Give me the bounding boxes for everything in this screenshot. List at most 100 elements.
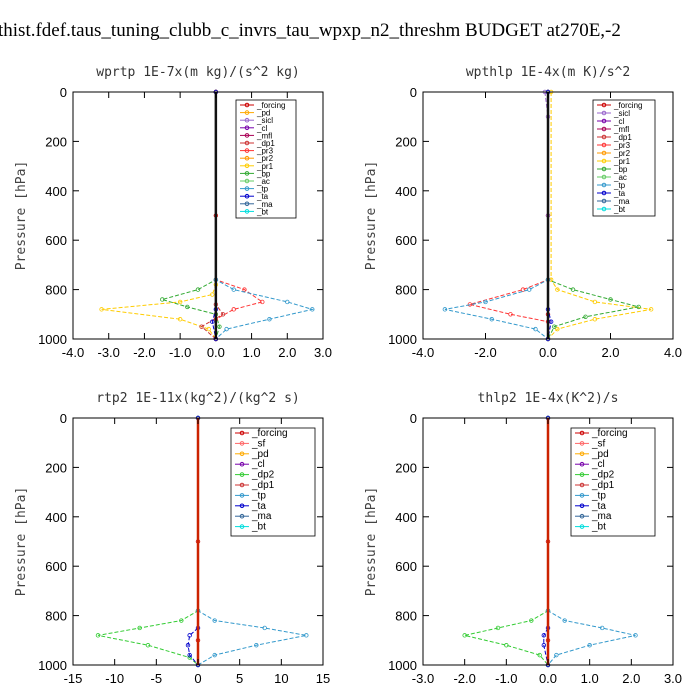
legend-label: _dp1 xyxy=(613,133,632,142)
x-tick-label: 1.0 xyxy=(581,671,599,686)
data-point xyxy=(260,299,265,305)
data-point xyxy=(99,307,104,312)
data-point xyxy=(541,633,547,638)
y-tick-label: 400 xyxy=(395,510,417,525)
legend-label: _bp xyxy=(613,165,628,174)
legend-label: _sf xyxy=(251,438,266,449)
y-axis-label: Pressure [hPa] xyxy=(14,161,29,271)
data-point xyxy=(304,633,309,638)
legend-box xyxy=(230,427,316,537)
y-tick-label: 800 xyxy=(395,283,417,298)
x-tick-label: 15 xyxy=(316,671,330,686)
y-axis-label: Pressure [hPa] xyxy=(14,487,29,597)
y-tick-label: 600 xyxy=(395,559,417,574)
y-tick-label: 800 xyxy=(45,609,67,624)
legend-marker xyxy=(244,186,250,191)
legend-marker xyxy=(579,430,585,436)
data-point xyxy=(608,297,613,302)
x-tick-label: -3.0 xyxy=(98,345,120,360)
x-tick-label: -1.0 xyxy=(169,345,191,360)
data-point xyxy=(636,304,641,310)
legend-marker xyxy=(239,461,245,467)
panel-title: wprtp 1E-7x(m kg)/(s^2 kg) xyxy=(96,65,300,80)
series-line xyxy=(97,418,199,666)
legend-label: _dp1 xyxy=(251,480,275,491)
data-point xyxy=(483,299,488,305)
data-point xyxy=(489,317,494,322)
x-tick-label: 4.0 xyxy=(664,345,682,360)
legend-label: _dp1 xyxy=(256,139,275,148)
data-point xyxy=(231,287,236,292)
y-tick-label: 0 xyxy=(410,85,417,100)
data-point xyxy=(310,307,315,312)
legend-label: _ma xyxy=(251,511,272,522)
legend-marker xyxy=(579,472,585,477)
x-tick-label: 3.0 xyxy=(314,345,332,360)
data-point xyxy=(242,287,247,292)
legend-marker xyxy=(601,158,607,164)
legend-label: _bt xyxy=(591,522,606,533)
x-tick-label: 3.0 xyxy=(664,671,682,686)
panel-title: rtp2 1E-11x(kg^2)/(kg^2 s) xyxy=(96,391,300,406)
legend-label: _tp xyxy=(256,185,269,194)
data-point xyxy=(495,625,501,631)
y-tick-label: 600 xyxy=(45,559,67,574)
data-point xyxy=(187,652,192,658)
series-line xyxy=(464,418,549,666)
legend-marker xyxy=(244,125,250,131)
x-tick-label: 2.0 xyxy=(622,671,640,686)
legend-label: _dp1 xyxy=(591,480,615,491)
legend-label: _tp xyxy=(613,181,626,190)
legend-marker xyxy=(239,513,245,519)
legend-label: _ac xyxy=(613,173,627,182)
data-point xyxy=(552,324,557,329)
series-line xyxy=(197,418,307,666)
x-tick-label: -2.0 xyxy=(474,345,496,360)
data-point xyxy=(648,307,654,312)
legend-label: _sicl xyxy=(613,109,630,118)
legend-label: _dp2 xyxy=(251,470,275,481)
legend-marker xyxy=(579,441,585,446)
legend-label: _dp2 xyxy=(591,470,615,481)
legend-marker xyxy=(239,451,245,457)
figure-title: thist.fdef.taus_tuning_clubb_c_invrs_tau… xyxy=(0,20,621,41)
legend-marker xyxy=(579,513,585,519)
y-tick-label: 200 xyxy=(395,460,417,475)
data-point xyxy=(587,643,592,648)
plot-frame xyxy=(72,91,324,340)
legend-label: _pr2 xyxy=(613,149,631,158)
y-tick-label: 200 xyxy=(395,134,417,149)
y-tick-label: 1000 xyxy=(38,658,67,673)
x-tick-label: -3.0 xyxy=(412,671,434,686)
x-tick-label: 10 xyxy=(274,671,288,686)
series-line xyxy=(547,92,639,340)
chart-panel: thlp2 1E-4x(K^2)/s Pressure [hPa] -3.0 -2.0… xyxy=(364,391,682,686)
legend-label: _pd xyxy=(256,109,270,118)
data-point xyxy=(145,643,151,648)
legend-label: _ta xyxy=(256,192,269,201)
legend-marker xyxy=(244,102,250,108)
y-tick-label: 400 xyxy=(45,184,67,199)
x-tick-label: -2.0 xyxy=(133,345,155,360)
legend-marker xyxy=(579,524,585,529)
data-point xyxy=(177,317,183,322)
legend-label: _ta xyxy=(613,189,626,198)
data-point xyxy=(285,299,290,305)
x-tick-label: -2.0 xyxy=(453,671,475,686)
data-point xyxy=(562,618,567,623)
data-point xyxy=(555,326,560,332)
panel-title: wpthlp 1E-4x(m K)/s^2 xyxy=(466,65,630,80)
y-tick-label: 1000 xyxy=(38,332,67,347)
legend-label: _pr3 xyxy=(613,141,631,150)
legend-label: _ta xyxy=(591,501,606,512)
legend-label: _ma xyxy=(591,511,612,522)
legend-marker xyxy=(601,190,607,196)
data-point xyxy=(599,625,605,631)
legend-marker xyxy=(601,126,607,132)
legend-label: _ac xyxy=(256,177,270,186)
data-point xyxy=(212,618,217,623)
legend-label: _mfl xyxy=(256,131,272,140)
legend-marker xyxy=(244,171,250,176)
legend-label: _pd xyxy=(591,449,609,460)
x-tick-label: -4.0 xyxy=(412,345,434,360)
